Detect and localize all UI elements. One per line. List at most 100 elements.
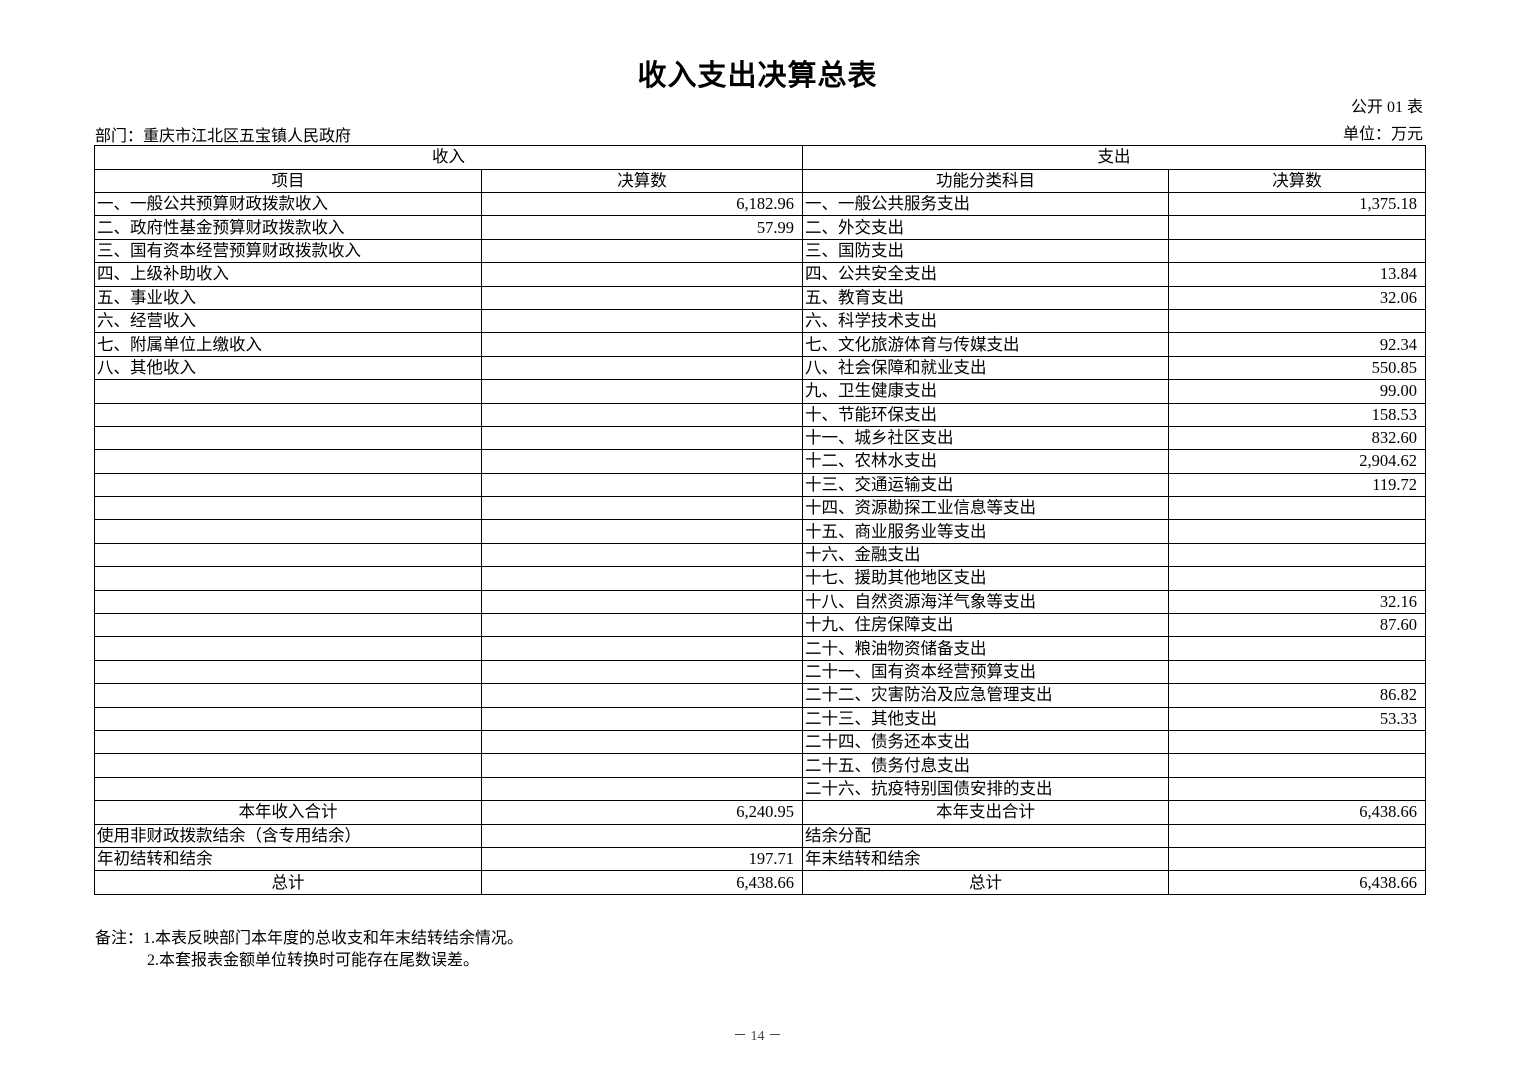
table-row: 十四、资源勘探工业信息等支出 [94, 496, 1426, 521]
income-item-cell [94, 776, 482, 802]
income-item-cell [94, 659, 482, 685]
expense-item-cell: 二十六、抗疫特别国债安排的支出 [802, 776, 1169, 802]
income-amount-cell: 6,240.95 [481, 800, 803, 825]
expense-item-cell: 十七、援助其他地区支出 [802, 566, 1169, 591]
expense-item-cell: 十一、城乡社区支出 [802, 425, 1169, 451]
expense-amount-cell: 13.84 [1168, 262, 1426, 287]
expense-item-cell: 二十一、国有资本经营预算支出 [802, 659, 1169, 685]
expense-item-cell: 二十五、债务付息支出 [802, 753, 1169, 778]
income-item-cell [94, 402, 482, 427]
income-item-cell: 一、一般公共预算财政拨款收入 [94, 191, 482, 217]
expense-amount-cell: 119.72 [1168, 472, 1426, 498]
table-row: 九、卫生健康支出 99.00 [94, 379, 1426, 404]
expense-amount-cell: 6,438.66 [1168, 870, 1426, 895]
expense-amount-cell [1168, 496, 1426, 521]
income-amount-cell [481, 496, 803, 521]
income-amount-cell [481, 566, 803, 591]
income-item-cell [94, 729, 482, 755]
income-amount-cell [481, 308, 803, 334]
income-amount-cell [481, 425, 803, 451]
expense-item-cell: 一、一般公共服务支出 [802, 191, 1169, 217]
expense-amount-cell [1168, 636, 1426, 661]
table-row: 二十、粮油物资储备支出 [94, 636, 1426, 661]
income-amount-cell: 197.71 [481, 846, 803, 872]
income-amount-cell [481, 355, 803, 381]
table-row: 十七、援助其他地区支出 [94, 566, 1426, 591]
income-amount-cell [481, 519, 803, 544]
income-amount-cell [481, 613, 803, 638]
income-item-cell [94, 636, 482, 661]
income-item-cell [94, 706, 482, 731]
income-section-header: 收入 [94, 145, 803, 170]
expense-amount-cell [1168, 542, 1426, 568]
income-amount-cell [481, 589, 803, 615]
table-row: 二十四、债务还本支出 [94, 729, 1426, 755]
page-title: 收入支出决算总表 [637, 60, 878, 92]
expense-amount-cell [1168, 659, 1426, 685]
expense-amount-header: 决算数 [1168, 168, 1426, 193]
income-amount-cell [481, 706, 803, 731]
income-item-cell: 二、政府性基金预算财政拨款收入 [94, 215, 482, 240]
income-amount-cell: 6,182.96 [481, 191, 803, 217]
income-amount-cell [481, 823, 803, 848]
expense-item-cell: 二十、粮油物资储备支出 [802, 636, 1169, 661]
expense-amount-cell [1168, 238, 1426, 264]
table-row: 四、上级补助收入 四、公共安全支出 13.84 [94, 262, 1426, 287]
income-amount-cell [481, 402, 803, 427]
income-item-cell [94, 379, 482, 404]
expense-item-cell: 十四、资源勘探工业信息等支出 [802, 496, 1169, 521]
income-item-cell [94, 449, 482, 474]
income-item-cell: 五、事业收入 [94, 285, 482, 310]
income-item-cell: 四、上级补助收入 [94, 262, 482, 287]
summary-row: 使用非财政拨款结余（含专用结余） 结余分配 [94, 823, 1426, 848]
income-amount-cell [481, 449, 803, 474]
table-row: 十、节能环保支出 158.53 [94, 402, 1426, 427]
expense-amount-cell: 832.60 [1168, 425, 1426, 451]
table-row: 十三、交通运输支出 119.72 [94, 472, 1426, 498]
income-item-cell [94, 753, 482, 778]
expense-item-cell: 十五、商业服务业等支出 [802, 519, 1169, 544]
expense-item-cell: 三、国防支出 [802, 238, 1169, 264]
table-row: 二十五、债务付息支出 [94, 753, 1426, 778]
income-amount-cell [481, 379, 803, 404]
table-row: 十五、商业服务业等支出 [94, 519, 1426, 544]
income-item-cell [94, 472, 482, 498]
notes: 备注：1.本表反映部门本年度的总收支和年末结转结余情况。 2.本套报表金额单位转… [95, 928, 523, 972]
income-amount-cell [481, 542, 803, 568]
income-amount-cell [481, 332, 803, 357]
table-row: 八、其他收入 八、社会保障和就业支出 550.85 [94, 355, 1426, 381]
expense-item-cell: 八、社会保障和就业支出 [802, 355, 1169, 381]
table-row: 六、经营收入 六、科学技术支出 [94, 308, 1426, 334]
income-item-cell: 本年收入合计 [94, 800, 482, 825]
income-item-cell [94, 683, 482, 708]
expense-amount-cell [1168, 215, 1426, 240]
expense-amount-cell [1168, 753, 1426, 778]
table-number: 公开 01 表 [1350, 99, 1423, 116]
expense-amount-cell: 1,375.18 [1168, 191, 1426, 217]
income-amount-header: 决算数 [481, 168, 803, 193]
table-row: 七、附属单位上缴收入 七、文化旅游体育与传媒支出 92.34 [94, 332, 1426, 357]
expense-item-cell: 十、节能环保支出 [802, 402, 1169, 427]
expense-item-cell: 二十三、其他支出 [802, 706, 1169, 731]
expense-amount-cell: 2,904.62 [1168, 449, 1426, 474]
income-amount-cell [481, 262, 803, 287]
expense-item-cell: 七、文化旅游体育与传媒支出 [802, 332, 1169, 357]
income-amount-cell [481, 238, 803, 264]
table-row: 二十二、灾害防治及应急管理支出 86.82 [94, 683, 1426, 708]
expense-amount-cell [1168, 519, 1426, 544]
income-item-cell: 八、其他收入 [94, 355, 482, 381]
expense-amount-cell: 53.33 [1168, 706, 1426, 731]
department-label: 部门：重庆市江北区五宝镇人民政府 [95, 128, 352, 145]
table-row: 十九、住房保障支出 87.60 [94, 613, 1426, 638]
expense-item-cell: 六、科学技术支出 [802, 308, 1169, 334]
table-row: 二十一、国有资本经营预算支出 [94, 659, 1426, 685]
unit-label: 单位：万元 [1342, 126, 1423, 143]
income-item-cell: 总计 [94, 870, 482, 895]
expense-item-cell: 九、卫生健康支出 [802, 379, 1169, 404]
expense-amount-cell: 32.06 [1168, 285, 1426, 310]
income-amount-cell [481, 753, 803, 778]
income-amount-cell [481, 683, 803, 708]
table-row: 十一、城乡社区支出 832.60 [94, 425, 1426, 451]
table-row: 十二、农林水支出 2,904.62 [94, 449, 1426, 474]
income-item-cell [94, 519, 482, 544]
